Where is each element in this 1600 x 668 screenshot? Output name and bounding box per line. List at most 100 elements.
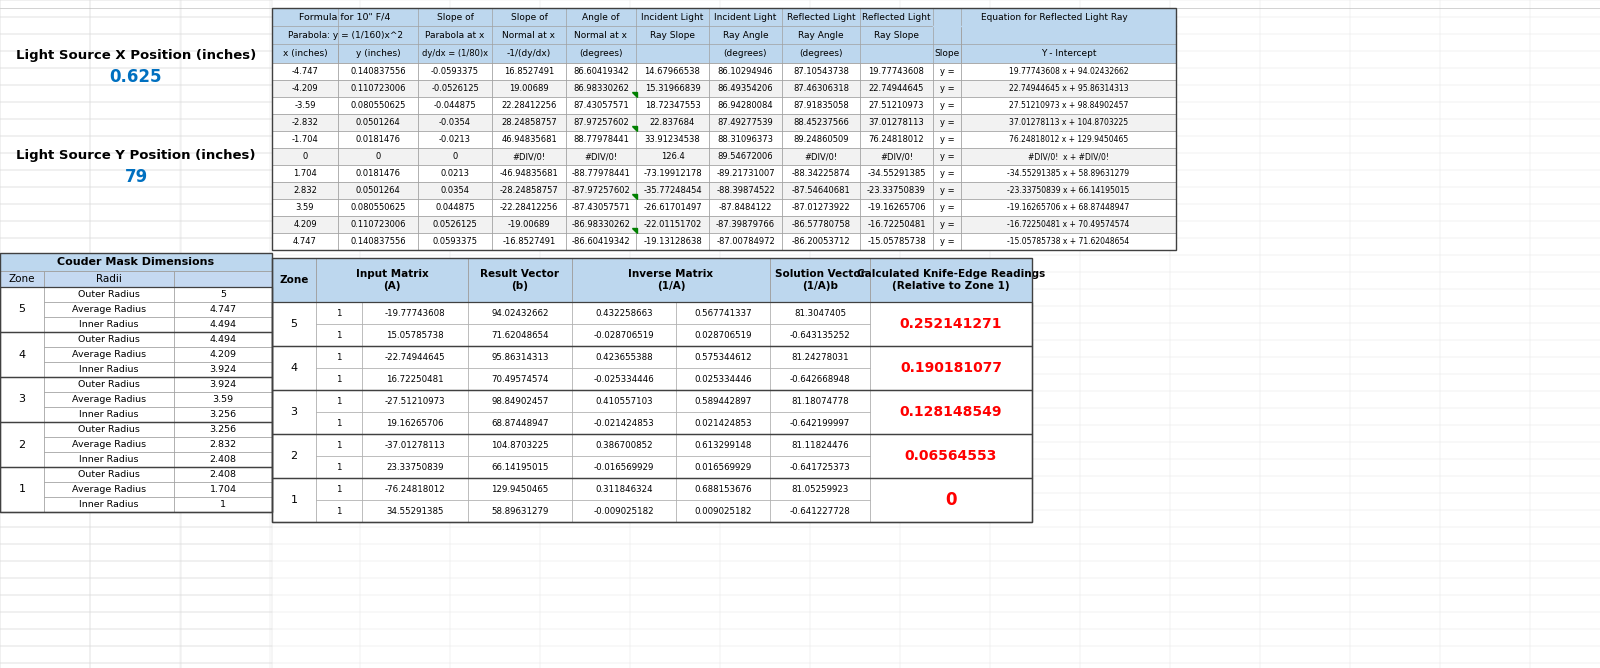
Bar bbox=[962, 114, 1176, 131]
Bar bbox=[174, 332, 272, 347]
Bar bbox=[338, 63, 418, 80]
Text: Equation for Reflected Light Ray: Equation for Reflected Light Ray bbox=[981, 13, 1128, 21]
Bar bbox=[637, 97, 709, 114]
Bar bbox=[467, 346, 573, 368]
Bar bbox=[770, 412, 870, 434]
Text: 22.74944645: 22.74944645 bbox=[869, 84, 925, 93]
Bar bbox=[272, 390, 317, 434]
Bar bbox=[493, 216, 566, 233]
Bar bbox=[566, 63, 637, 80]
Bar bbox=[870, 302, 1032, 346]
Bar bbox=[566, 182, 637, 199]
Bar bbox=[782, 216, 861, 233]
Text: Inner Radius: Inner Radius bbox=[80, 365, 139, 374]
Bar bbox=[709, 97, 782, 114]
Bar bbox=[272, 302, 1032, 346]
Bar bbox=[861, 216, 933, 233]
Text: Angle of: Angle of bbox=[582, 13, 619, 21]
Text: -15.05785738 x + 71.62048654: -15.05785738 x + 71.62048654 bbox=[1008, 237, 1130, 246]
Text: 19.00689: 19.00689 bbox=[509, 84, 549, 93]
Text: 0.567741337: 0.567741337 bbox=[694, 309, 752, 317]
Text: 1: 1 bbox=[221, 500, 226, 509]
Bar bbox=[861, 199, 933, 216]
Bar bbox=[362, 324, 467, 346]
Bar bbox=[770, 456, 870, 478]
Bar bbox=[770, 324, 870, 346]
Bar bbox=[338, 199, 418, 216]
Bar bbox=[317, 258, 467, 302]
Bar bbox=[418, 182, 493, 199]
Bar bbox=[0, 422, 272, 467]
Bar bbox=[174, 482, 272, 497]
Bar bbox=[962, 97, 1176, 114]
Text: -19.16265706 x + 68.87448947: -19.16265706 x + 68.87448947 bbox=[1008, 203, 1130, 212]
Bar bbox=[272, 258, 317, 302]
Bar bbox=[338, 114, 418, 131]
Bar bbox=[45, 437, 174, 452]
Text: 76.24818012: 76.24818012 bbox=[869, 135, 925, 144]
Text: 19.77743608 x + 94.02432662: 19.77743608 x + 94.02432662 bbox=[1008, 67, 1128, 76]
Bar bbox=[493, 114, 566, 131]
Bar bbox=[272, 8, 1176, 63]
Bar bbox=[418, 97, 493, 114]
Text: -87.97257602: -87.97257602 bbox=[571, 186, 630, 195]
Bar bbox=[0, 271, 45, 287]
Bar bbox=[782, 114, 861, 131]
Bar bbox=[861, 148, 933, 165]
Text: 1.704: 1.704 bbox=[210, 485, 237, 494]
Bar bbox=[770, 500, 870, 522]
Text: Couder Mask Dimensions: Couder Mask Dimensions bbox=[58, 257, 214, 267]
Text: 0.044875: 0.044875 bbox=[435, 203, 475, 212]
Text: 0.110723006: 0.110723006 bbox=[350, 84, 406, 93]
Bar bbox=[45, 482, 174, 497]
Text: Zone: Zone bbox=[280, 275, 309, 285]
Text: 0.016569929: 0.016569929 bbox=[694, 462, 752, 472]
Text: 0.252141271: 0.252141271 bbox=[899, 317, 1002, 331]
Text: 4: 4 bbox=[291, 363, 298, 373]
Bar bbox=[637, 165, 709, 182]
Bar bbox=[338, 148, 418, 165]
Text: Inverse Matrix
(1/A): Inverse Matrix (1/A) bbox=[629, 269, 714, 291]
Text: -0.0526125: -0.0526125 bbox=[430, 84, 478, 93]
Text: -0.028706519: -0.028706519 bbox=[594, 331, 654, 339]
Text: 81.3047405: 81.3047405 bbox=[794, 309, 846, 317]
Bar bbox=[566, 131, 637, 148]
Text: 86.10294946: 86.10294946 bbox=[718, 67, 773, 76]
Bar bbox=[861, 216, 933, 233]
Bar bbox=[637, 114, 709, 131]
Bar bbox=[174, 332, 272, 347]
Bar bbox=[962, 165, 1176, 182]
Bar bbox=[770, 368, 870, 390]
Text: Incident Light: Incident Light bbox=[714, 13, 776, 21]
Text: 0.110723006: 0.110723006 bbox=[350, 220, 406, 229]
Text: Ray Slope: Ray Slope bbox=[874, 31, 918, 39]
Bar bbox=[493, 97, 566, 114]
Bar bbox=[362, 412, 467, 434]
Bar bbox=[675, 478, 770, 500]
Text: -0.642668948: -0.642668948 bbox=[790, 375, 850, 383]
Bar bbox=[45, 362, 174, 377]
Text: -0.642199997: -0.642199997 bbox=[790, 418, 850, 428]
Text: 1: 1 bbox=[336, 418, 342, 428]
Bar bbox=[675, 390, 770, 412]
Text: -0.016569929: -0.016569929 bbox=[594, 462, 654, 472]
Text: 88.45237566: 88.45237566 bbox=[794, 118, 850, 127]
Bar bbox=[338, 97, 418, 114]
Bar bbox=[0, 377, 272, 422]
Bar bbox=[467, 324, 573, 346]
Bar bbox=[782, 63, 861, 80]
Text: y =: y = bbox=[939, 203, 954, 212]
Polygon shape bbox=[632, 228, 637, 233]
Text: 0.0501264: 0.0501264 bbox=[355, 118, 400, 127]
Text: 0.589442897: 0.589442897 bbox=[694, 397, 752, 405]
Text: 0.028706519: 0.028706519 bbox=[694, 331, 752, 339]
Bar bbox=[637, 131, 709, 148]
Text: -87.8484122: -87.8484122 bbox=[718, 203, 773, 212]
Bar bbox=[362, 500, 467, 522]
Bar bbox=[675, 302, 770, 324]
Text: 1: 1 bbox=[291, 495, 298, 505]
Bar bbox=[493, 182, 566, 199]
Bar bbox=[637, 199, 709, 216]
Bar bbox=[45, 332, 174, 347]
Bar bbox=[870, 478, 1032, 522]
